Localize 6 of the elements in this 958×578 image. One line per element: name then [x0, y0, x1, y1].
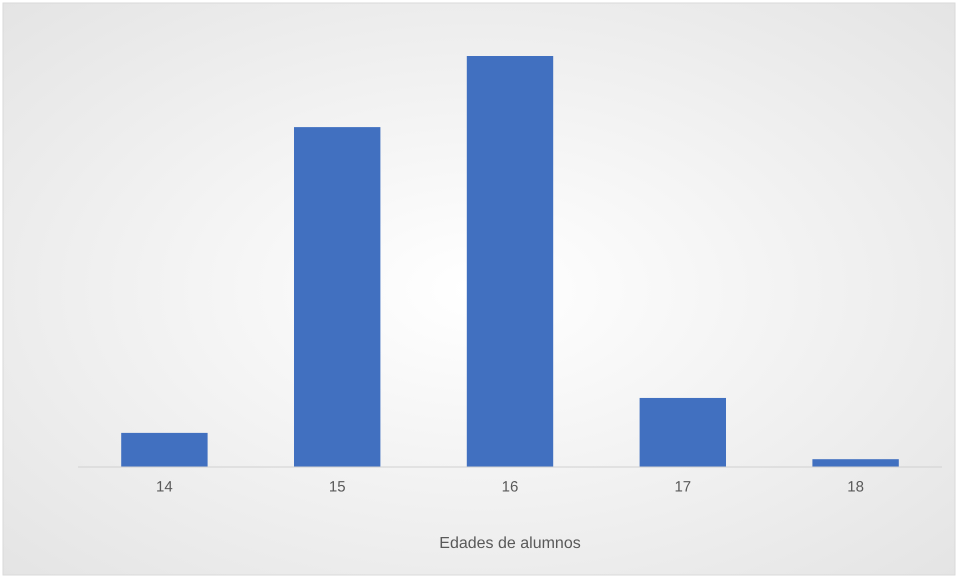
x-tick-label: 14	[156, 478, 173, 496]
x-tick-label: 15	[328, 478, 346, 496]
x-tick-label: 17	[674, 478, 692, 496]
x-axis-title: Edades de alumnos	[439, 535, 581, 552]
x-tick-label: 16	[502, 478, 518, 496]
x-tick-label: 18	[847, 478, 864, 496]
